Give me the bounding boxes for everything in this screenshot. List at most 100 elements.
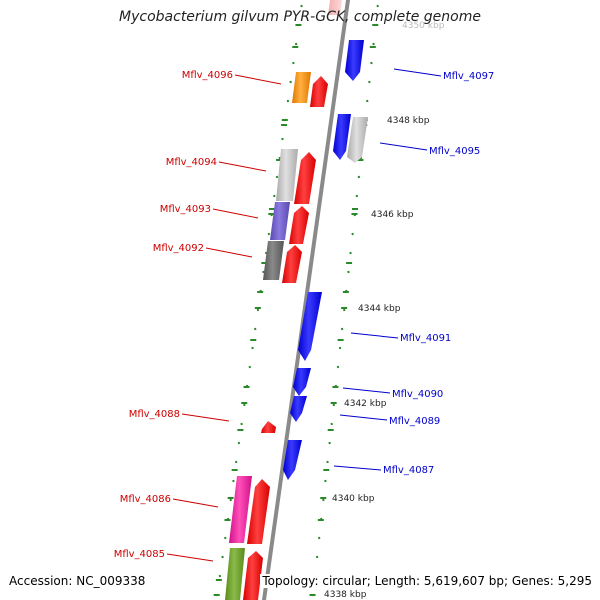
gene-arrow [247, 479, 270, 544]
gene-arrow [292, 72, 311, 103]
leader-line [234, 74, 282, 85]
guide-dot [218, 574, 222, 578]
guide-dot [224, 536, 227, 540]
guide-dot [267, 232, 271, 236]
guide-dot [338, 346, 342, 350]
gene-arrow [293, 368, 311, 396]
gene-arrow [290, 396, 307, 422]
guide-dot [315, 555, 319, 559]
gene-label: Mflv_4092 [153, 243, 204, 254]
guide-dot [251, 346, 254, 350]
guide-dot [328, 441, 331, 445]
gene-arrow [310, 76, 328, 107]
leader-line [339, 414, 388, 421]
guide-dot [275, 175, 279, 179]
guide-dot [240, 422, 243, 426]
leader-line [166, 553, 214, 562]
guide-dot [294, 42, 298, 46]
leader-lines [166, 68, 442, 562]
guide-dot [336, 365, 340, 369]
guide-dot [278, 156, 281, 160]
guide-dot [300, 4, 303, 8]
guide-dot [370, 61, 373, 65]
gene-features [225, 0, 368, 600]
gene-arrow [333, 114, 351, 160]
guide-dot [376, 4, 379, 8]
scale-ticks: 4338 kbp 4340 kbp 4342 kbp 4344 kbp 4346… [213, 21, 445, 600]
map-title: Mycobacterium gilvum PYR-GCK, complete g… [119, 9, 481, 25]
gene-arrow [294, 152, 316, 204]
guide-dot [234, 460, 238, 464]
gene-arrow [270, 202, 290, 240]
guide-dot [273, 194, 276, 198]
gene-arrow [289, 206, 309, 244]
tick-label: 4340 kbp [332, 494, 375, 504]
gene-arrow [298, 292, 322, 361]
guide-dot [332, 403, 336, 407]
guide-dot [286, 99, 290, 103]
gene-label: Mflv_4094 [166, 157, 217, 168]
leader-line [350, 332, 399, 339]
gene-arrow [276, 149, 298, 201]
gene-label: Mflv_4090 [392, 389, 443, 400]
leader-line [342, 387, 391, 394]
gene-label: Mflv_4095 [429, 146, 480, 157]
guide-dot [264, 251, 268, 255]
guide-dot [289, 80, 292, 84]
gene-label: Mflv_4086 [120, 494, 171, 505]
guide-dot [232, 479, 235, 483]
guide-dot [254, 327, 257, 331]
leader-line [393, 68, 442, 77]
gene-arrow [261, 421, 276, 433]
gene-arrow [283, 440, 302, 480]
guide-dot [355, 194, 359, 198]
leader-line [379, 142, 428, 151]
guide-dot [326, 460, 329, 464]
gene-arrow [282, 245, 302, 283]
guide-dot [347, 270, 350, 274]
guide-dot [292, 61, 295, 65]
gene-arrow [347, 117, 368, 163]
tick-label: 4342 kbp [344, 399, 387, 409]
gene-arrow [328, 0, 342, 15]
tick-label: 4338 kbp [324, 590, 367, 600]
gene-label: Mflv_4085 [114, 549, 165, 560]
tick-label: 4348 kbp [387, 116, 430, 126]
gene-label: Mflv_4091 [400, 333, 451, 344]
gene-label: Mflv_4087 [383, 465, 434, 476]
guide-dot [229, 498, 232, 502]
topology-text: Topology: circular; Length: 5,619,607 bp… [260, 574, 594, 588]
genome-backbone [262, 0, 350, 600]
accession-text: Accession: NC_009338 [7, 574, 148, 588]
guide-dot [366, 99, 369, 103]
guide-dot [256, 308, 260, 312]
leader-line [181, 413, 230, 422]
gene-label: Mflv_4097 [443, 71, 494, 82]
guide-dot [340, 327, 344, 331]
guide-dot [324, 479, 327, 483]
gene-label: Mflv_4093 [160, 204, 211, 215]
leader-line [212, 208, 259, 219]
guide-dot [237, 441, 241, 445]
guide-dot [317, 536, 321, 540]
gene-label: Mflv_4096 [182, 70, 233, 81]
gene-arrow [263, 241, 284, 280]
leader-line [172, 498, 219, 508]
leader-line [333, 465, 382, 471]
guide-dot [243, 403, 246, 407]
guide-dot [281, 137, 284, 141]
tick-label: 4350 kbp [402, 21, 445, 31]
guide-dot [262, 270, 265, 274]
leader-line [205, 247, 253, 258]
gene-arrow [345, 40, 364, 81]
guide-dot [351, 232, 354, 236]
gene-label: Mflv_4088 [129, 409, 180, 420]
guide-dot [357, 175, 361, 179]
guide-dot [372, 42, 375, 46]
gene-arrow [225, 548, 245, 600]
leader-line [218, 161, 267, 172]
tick-label: 4344 kbp [358, 304, 401, 314]
gene-arrow [243, 551, 263, 600]
guide-dot [248, 365, 252, 369]
